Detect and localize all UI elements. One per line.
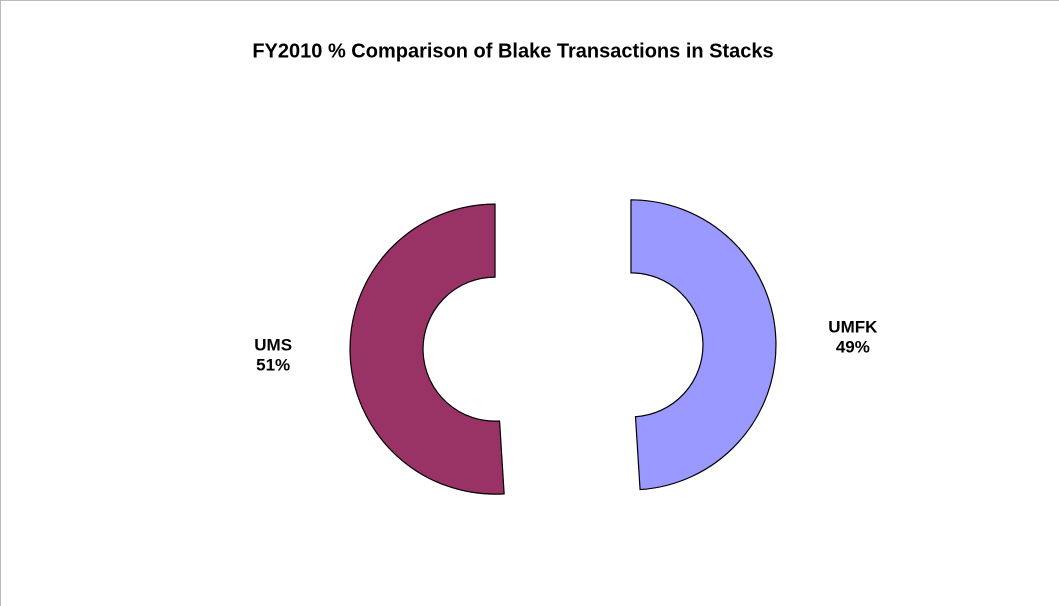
segment-label: UMFK <box>828 317 878 336</box>
segment-label: UMS <box>254 336 292 355</box>
donut-segment <box>349 203 505 495</box>
chart-title: FY2010 % Comparison of Blake Transaction… <box>252 40 773 62</box>
donut-segment <box>630 199 777 491</box>
segment-value-label: 49% <box>836 337 870 356</box>
segment-value-label: 51% <box>256 356 290 375</box>
